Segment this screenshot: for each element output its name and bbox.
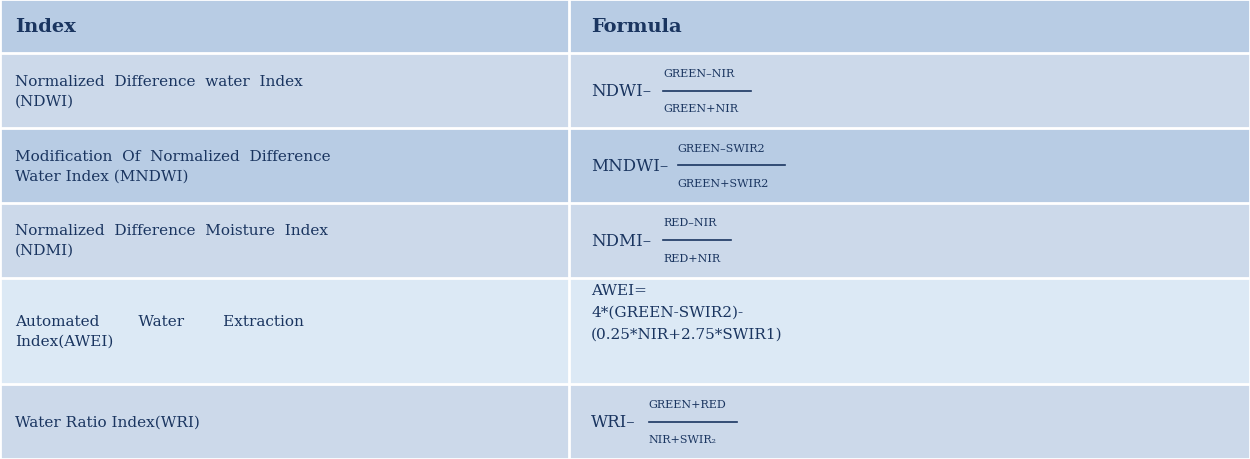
Bar: [0, 278, 1250, 384]
Bar: [0, 129, 1250, 203]
Bar: [0, 54, 1250, 129]
Text: NDMI–: NDMI–: [591, 232, 651, 249]
Text: MNDWI–: MNDWI–: [591, 157, 669, 174]
Text: Modification  Of  Normalized  Difference
Water Index (MNDWI): Modification Of Normalized Difference Wa…: [15, 149, 330, 183]
Text: NIR+SWIR₂: NIR+SWIR₂: [649, 435, 716, 444]
Text: Normalized  Difference  Moisture  Index
(NDMI): Normalized Difference Moisture Index (ND…: [15, 224, 328, 257]
Bar: [0, 0, 1250, 54]
Text: Water Ratio Index(WRI): Water Ratio Index(WRI): [15, 414, 200, 429]
Text: GREEN+NIR: GREEN+NIR: [662, 104, 737, 114]
Bar: [0, 203, 1250, 278]
Text: GREEN+RED: GREEN+RED: [649, 399, 726, 409]
Text: Index: Index: [15, 18, 76, 36]
Text: AWEI=
4*(GREEN-SWIR2)-
(0.25*NIR+2.75*SWIR1): AWEI= 4*(GREEN-SWIR2)- (0.25*NIR+2.75*SW…: [591, 284, 782, 341]
Text: RED–NIR: RED–NIR: [662, 218, 716, 228]
Text: Formula: Formula: [591, 18, 683, 36]
Text: GREEN–NIR: GREEN–NIR: [662, 68, 735, 78]
Bar: [0, 384, 1250, 459]
Text: GREEN–SWIR2: GREEN–SWIR2: [678, 143, 765, 153]
Text: Normalized  Difference  water  Index
(NDWI): Normalized Difference water Index (NDWI): [15, 75, 302, 108]
Text: GREEN+SWIR2: GREEN+SWIR2: [678, 179, 769, 189]
Text: WRI–: WRI–: [591, 413, 636, 430]
Text: NDWI–: NDWI–: [591, 83, 651, 100]
Text: Automated        Water        Extraction
Index(AWEI): Automated Water Extraction Index(AWEI): [15, 314, 304, 348]
Text: RED+NIR: RED+NIR: [662, 253, 720, 263]
